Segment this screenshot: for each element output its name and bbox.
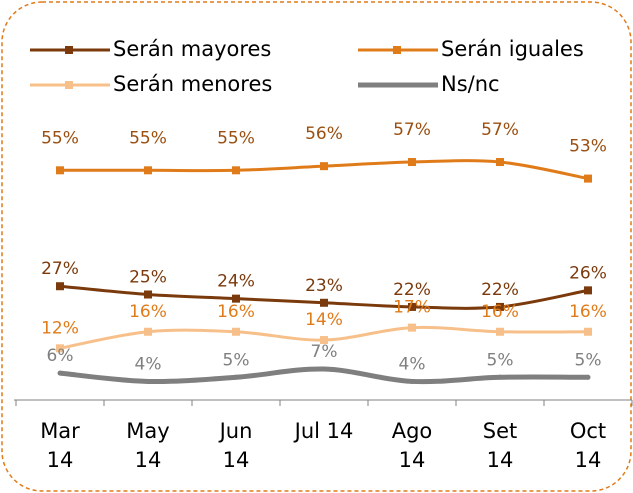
- point-marker: [408, 158, 416, 167]
- data-label: 24%: [217, 272, 255, 292]
- point-marker: [497, 374, 503, 380]
- point-marker: [144, 327, 152, 336]
- point-marker: [232, 327, 240, 336]
- data-label: 55%: [129, 128, 167, 148]
- data-label: 25%: [129, 268, 167, 288]
- legend-marker: [393, 46, 401, 54]
- point-marker: [584, 174, 592, 183]
- point-marker: [496, 302, 504, 311]
- x-tick-label: Mar 14: [40, 419, 80, 472]
- data-label: 16%: [129, 302, 167, 322]
- data-label: 27%: [41, 259, 79, 279]
- point-marker: [409, 378, 415, 384]
- x-tick-label: Ago 14: [391, 419, 433, 472]
- data-label: 5%: [223, 350, 250, 370]
- data-label: 16%: [217, 302, 255, 322]
- data-label: 16%: [569, 302, 607, 322]
- point-marker: [584, 327, 592, 336]
- data-label: 12%: [41, 318, 79, 338]
- point-marker: [56, 344, 64, 353]
- point-marker: [57, 370, 63, 376]
- x-tick-label: May 14: [126, 419, 170, 472]
- data-label: 57%: [481, 120, 519, 140]
- point-marker: [321, 366, 327, 372]
- data-label: 26%: [569, 263, 607, 283]
- data-label: 4%: [399, 354, 426, 374]
- point-marker: [496, 158, 504, 167]
- x-tick-label: Jun 14: [219, 419, 253, 472]
- data-label: 55%: [41, 128, 79, 148]
- point-marker: [232, 294, 240, 303]
- point-marker: [320, 336, 328, 345]
- point-marker: [320, 162, 328, 171]
- data-label: 14%: [305, 310, 343, 330]
- point-marker: [145, 378, 151, 384]
- point-marker: [232, 166, 240, 175]
- data-label: 23%: [305, 276, 343, 296]
- x-tick-label: Jul 14: [294, 419, 354, 443]
- point-marker: [585, 374, 591, 380]
- data-label: 17%: [393, 298, 431, 318]
- point-marker: [233, 374, 239, 380]
- point-marker: [408, 323, 416, 332]
- legend-label: Ns/nc: [441, 72, 500, 96]
- data-label: 57%: [393, 120, 431, 140]
- data-label: 7%: [311, 342, 338, 362]
- point-marker: [496, 327, 504, 336]
- data-label: 22%: [393, 280, 431, 300]
- legend-label: Serán menores: [113, 72, 272, 96]
- data-label: 5%: [575, 350, 602, 370]
- data-label: 6%: [47, 346, 74, 366]
- data-label: 53%: [569, 137, 607, 157]
- data-label: 16%: [481, 302, 519, 322]
- point-marker: [584, 286, 592, 295]
- data-label: 55%: [217, 128, 255, 148]
- data-label: 56%: [305, 124, 343, 144]
- data-label: 22%: [481, 280, 519, 300]
- point-marker: [144, 166, 152, 175]
- point-marker: [144, 290, 152, 299]
- data-label: 5%: [487, 350, 514, 370]
- x-tick-label: Set 14: [482, 419, 518, 472]
- data-label: 4%: [135, 354, 162, 374]
- point-marker: [56, 166, 64, 175]
- legend-label: Serán iguales: [441, 37, 584, 61]
- point-marker: [56, 282, 64, 291]
- point-marker: [320, 298, 328, 307]
- x-tick-label: Oct 14: [569, 419, 607, 472]
- point-marker: [408, 302, 416, 311]
- legend-label: Serán mayores: [113, 37, 271, 61]
- legend-marker: [65, 46, 73, 54]
- legend-marker: [65, 81, 73, 89]
